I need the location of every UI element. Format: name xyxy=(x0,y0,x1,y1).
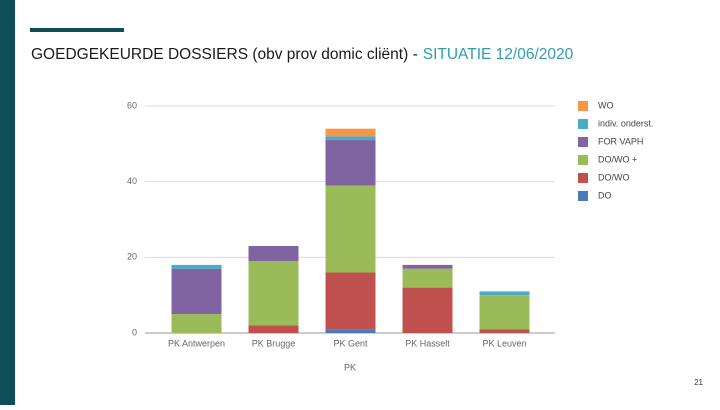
bar-segment xyxy=(171,268,222,315)
legend-label: DO/WO xyxy=(598,172,630,182)
y-tick-label: 60 xyxy=(127,100,137,110)
bar-segment xyxy=(402,287,453,333)
legend-swatch xyxy=(578,155,588,165)
legend-swatch xyxy=(578,119,588,129)
legend-swatch xyxy=(578,137,588,147)
bar-segment xyxy=(402,264,453,269)
chart-subtitle: SITUATIE 12/06/2020 xyxy=(423,46,574,63)
legend-label: FOR VAPH xyxy=(598,136,643,146)
bar-segment xyxy=(325,329,376,333)
y-tick-label: 40 xyxy=(127,176,137,186)
title-line: GOEDGEKEURDE DOSSIERS (obv prov domic cl… xyxy=(31,46,574,63)
bar-segment xyxy=(171,314,222,333)
bar-segment xyxy=(325,185,376,273)
page-number: 21 xyxy=(694,378,703,387)
legend-swatch xyxy=(578,101,588,111)
x-tick-label: PK Leuven xyxy=(482,338,526,348)
x-tick-label: PK Brugge xyxy=(252,338,296,348)
bar-segment xyxy=(171,264,222,269)
bar-segment xyxy=(248,245,299,262)
bar-segment xyxy=(325,140,376,186)
side-stripe xyxy=(0,0,15,405)
bar-segment xyxy=(479,329,530,333)
title-accent xyxy=(30,28,124,32)
legend-label: DO xyxy=(598,190,612,200)
legend-swatch xyxy=(578,173,588,183)
legend-label: DO/WO + xyxy=(598,154,637,164)
legend-label: WO xyxy=(598,100,614,110)
bar-segment xyxy=(248,325,299,333)
bar-segment xyxy=(325,128,376,137)
bar-segment xyxy=(248,261,299,326)
bar-segment xyxy=(325,136,376,141)
bar-segment xyxy=(402,268,453,288)
legend-swatch xyxy=(578,191,588,201)
bar-segment xyxy=(479,291,530,296)
x-tick-label: PK Gent xyxy=(333,338,368,348)
y-tick-label: 20 xyxy=(127,252,137,262)
bar-segment xyxy=(325,272,376,330)
x-tick-label: PK Hasselt xyxy=(405,338,450,348)
y-tick-label: 0 xyxy=(132,327,137,337)
bar-segment xyxy=(479,295,530,330)
chart-title: GOEDGEKEURDE DOSSIERS (obv prov domic cl… xyxy=(31,46,418,63)
legend-label: indiv. onderst. xyxy=(598,118,653,128)
x-tick-label: PK Antwerpen xyxy=(168,338,225,348)
x-axis-label: PK xyxy=(344,362,356,372)
